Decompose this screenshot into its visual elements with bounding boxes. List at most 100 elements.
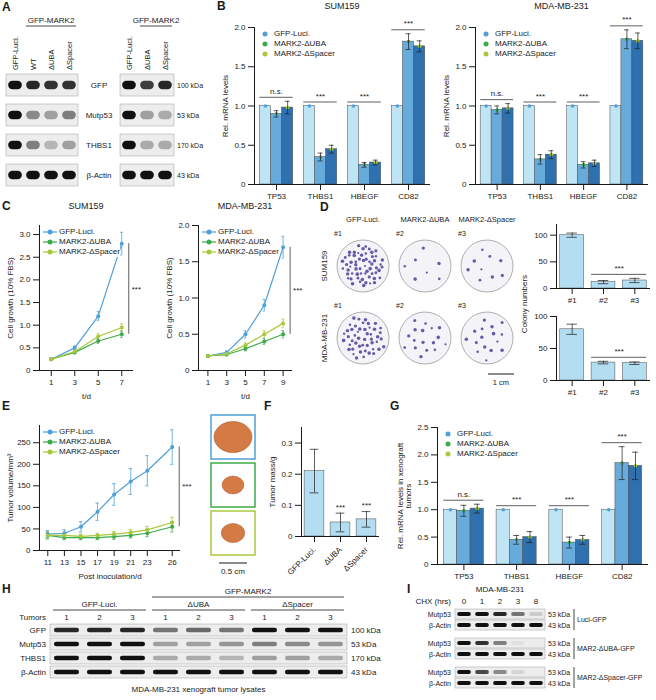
svg-text:***: *** xyxy=(182,482,191,491)
svg-text:GFP-Luci.: GFP-Luci. xyxy=(346,215,380,224)
svg-text:ΔSpacer: ΔSpacer xyxy=(161,41,170,70)
svg-text:43 kDa: 43 kDa xyxy=(548,622,570,629)
svg-text:0: 0 xyxy=(462,180,467,189)
svg-text:β-Actin: β-Actin xyxy=(429,680,451,688)
svg-text:n.s.: n.s. xyxy=(270,87,283,96)
svg-text:***: *** xyxy=(360,92,369,101)
svg-text:1 cm: 1 cm xyxy=(493,378,509,387)
svg-text:1.5: 1.5 xyxy=(178,257,190,266)
svg-text:H: H xyxy=(2,582,11,596)
svg-text:#3: #3 xyxy=(630,296,639,305)
svg-text:Mutp53: Mutp53 xyxy=(428,640,451,648)
svg-text:***: *** xyxy=(579,92,588,101)
svg-text:2.0: 2.0 xyxy=(417,450,429,459)
svg-text:2: 2 xyxy=(97,613,102,622)
svg-text:50: 50 xyxy=(539,344,548,353)
svg-text:#2: #2 xyxy=(396,302,404,309)
svg-text:0: 0 xyxy=(543,284,548,293)
svg-text:1.0: 1.0 xyxy=(417,505,429,514)
svg-text:11: 11 xyxy=(44,558,53,567)
svg-text:0: 0 xyxy=(185,366,190,375)
svg-text:***: *** xyxy=(512,495,521,504)
svg-text:100 kDa: 100 kDa xyxy=(177,82,203,89)
svg-text:0.2: 0.2 xyxy=(281,470,293,479)
svg-text:MARK2-ΔUBA: MARK2-ΔUBA xyxy=(401,215,450,224)
svg-text:***: *** xyxy=(404,19,413,28)
svg-text:β-Actin: β-Actin xyxy=(429,651,451,659)
svg-text:#2: #2 xyxy=(599,296,608,305)
svg-text:Cell growth (10% FBS): Cell growth (10% FBS) xyxy=(165,257,174,339)
svg-text:0: 0 xyxy=(26,366,31,375)
svg-text:GFP-MARK2: GFP-MARK2 xyxy=(225,587,272,596)
svg-text:HBEGF: HBEGF xyxy=(351,192,379,201)
svg-text:GFP: GFP xyxy=(30,626,46,635)
svg-text:0.5: 0.5 xyxy=(455,141,467,150)
svg-text:***: *** xyxy=(614,264,623,273)
svg-text:0: 0 xyxy=(543,376,548,385)
svg-text:HBEGF: HBEGF xyxy=(570,192,598,201)
svg-text:0.5: 0.5 xyxy=(234,141,246,150)
svg-text:#1: #1 xyxy=(568,388,577,397)
svg-text:GFP-Luci.: GFP-Luci. xyxy=(286,545,318,577)
svg-text:0.5: 0.5 xyxy=(178,330,190,339)
svg-text:MARK2-ΔSpacer: MARK2-ΔSpacer xyxy=(458,215,516,224)
svg-text:2.0: 2.0 xyxy=(234,23,246,32)
svg-text:THBS1: THBS1 xyxy=(504,572,530,581)
svg-text:1.5: 1.5 xyxy=(455,62,467,71)
svg-text:β-Actin: β-Actin xyxy=(86,171,111,180)
svg-text:3: 3 xyxy=(224,378,229,387)
svg-text:CHX (hrs): CHX (hrs) xyxy=(415,597,451,606)
svg-text:53 kDa: 53 kDa xyxy=(177,112,199,119)
svg-text:200: 200 xyxy=(17,460,31,469)
svg-text:ΔSpacer: ΔSpacer xyxy=(342,545,370,573)
svg-text:***: *** xyxy=(362,501,371,510)
svg-text:0: 0 xyxy=(462,597,467,606)
svg-text:Rel. mRNA levels: Rel. mRNA levels xyxy=(442,75,451,137)
svg-text:***: *** xyxy=(132,284,141,293)
svg-text:53 kDa: 53 kDa xyxy=(548,611,570,618)
svg-text:7: 7 xyxy=(120,378,125,387)
svg-text:Cell growth (10% FBS): Cell growth (10% FBS) xyxy=(6,257,15,339)
svg-text:#2: #2 xyxy=(599,388,608,397)
svg-text:#1: #1 xyxy=(334,302,342,309)
svg-text:CD82: CD82 xyxy=(612,572,633,581)
svg-text:***: *** xyxy=(565,495,574,504)
svg-text:1.0: 1.0 xyxy=(178,294,190,303)
svg-text:Mutp53: Mutp53 xyxy=(19,640,46,649)
svg-text:MDA-MB-231: MDA-MB-231 xyxy=(320,313,329,362)
svg-text:MAR2-ΔSpacer-GFP: MAR2-ΔSpacer-GFP xyxy=(577,674,643,682)
svg-text:#1: #1 xyxy=(334,230,342,237)
svg-text:Mutp53: Mutp53 xyxy=(86,111,113,120)
svg-text:Tumor volume/mm³: Tumor volume/mm³ xyxy=(6,453,15,522)
svg-text:Mutp53: Mutp53 xyxy=(428,611,451,619)
svg-text:1: 1 xyxy=(206,378,211,387)
svg-text:2: 2 xyxy=(196,613,201,622)
svg-text:0.5: 0.5 xyxy=(417,533,429,542)
svg-text:50: 50 xyxy=(22,525,31,534)
svg-text:2.0: 2.0 xyxy=(178,221,190,230)
svg-text:CD82: CD82 xyxy=(398,192,419,201)
svg-text:170 kDa: 170 kDa xyxy=(177,142,203,149)
svg-text:GFP: GFP xyxy=(91,81,107,90)
svg-text:Colony numbers: Colony numbers xyxy=(520,275,529,333)
svg-text:GFP-MARK2: GFP-MARK2 xyxy=(133,16,180,25)
svg-text:D: D xyxy=(320,200,329,214)
svg-text:CD82: CD82 xyxy=(617,192,638,201)
svg-text:43 kDa: 43 kDa xyxy=(548,651,570,658)
svg-text:0.1: 0.1 xyxy=(281,501,293,510)
svg-text:0: 0 xyxy=(26,546,31,555)
svg-text:***: *** xyxy=(336,503,345,512)
svg-text:53 kDa: 53 kDa xyxy=(548,669,570,676)
svg-text:Rel. mRNA levels in xenograftt: Rel. mRNA levels in xenografttumors xyxy=(396,442,413,549)
svg-text:#2: #2 xyxy=(396,230,404,237)
svg-text:THBS1: THBS1 xyxy=(527,192,553,201)
svg-text:19: 19 xyxy=(110,558,119,567)
svg-text:1.0: 1.0 xyxy=(19,321,31,330)
svg-text:21: 21 xyxy=(126,558,135,567)
svg-text:17: 17 xyxy=(93,558,102,567)
svg-text:26: 26 xyxy=(168,558,177,567)
svg-text:5: 5 xyxy=(96,378,101,387)
svg-text:ΔUBA: ΔUBA xyxy=(188,600,210,609)
svg-text:250: 250 xyxy=(17,438,31,447)
svg-text:ΔUBA: ΔUBA xyxy=(143,50,152,70)
